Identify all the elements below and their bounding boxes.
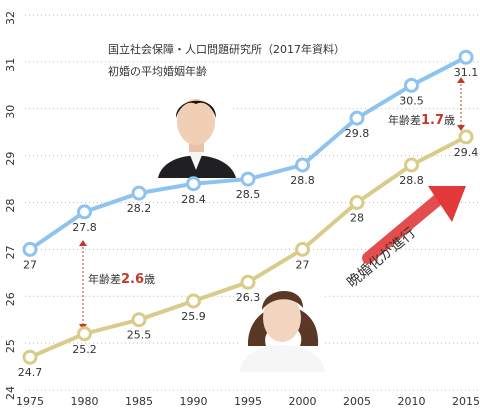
y-tick-label: 31 <box>4 58 17 72</box>
x-tick-label: 1980 <box>71 395 99 408</box>
y-tick-label: 32 <box>4 11 17 25</box>
series-2-data-label: 28 <box>350 212 364 225</box>
series-2-data-label: 26.3 <box>236 291 261 304</box>
series-1-data-label: 27.8 <box>72 221 97 234</box>
x-tick-label: 2015 <box>452 395 480 408</box>
series-2-data-label: 25.2 <box>72 343 97 356</box>
series-1-data-label: 28.8 <box>290 174 315 187</box>
series-1-data-label: 28.5 <box>236 188 261 201</box>
series-1-data-label: 29.8 <box>345 127 370 140</box>
series-2-point <box>240 274 256 290</box>
series-2-data-label: 27 <box>296 258 310 271</box>
chart-title: 国立社会保障・人口問題研究所（2017年資料） <box>108 42 345 56</box>
gap-1980-annotation: 年齢差2.6歳 <box>79 240 155 330</box>
y-tick-label: 24 <box>4 386 17 400</box>
series-1-data-label: 31.1 <box>454 66 479 79</box>
series-1-point <box>77 204 92 220</box>
series-2-data-label: 28.8 <box>399 174 424 187</box>
data-labels: 27 27.8 28.2 28.4 28.5 28.8 29.8 30.5 31.1 24.7 25… <box>18 66 479 379</box>
y-tick-label: 25 <box>4 339 17 353</box>
gap-2015-annotation: 年齢差1.7歳 <box>388 77 465 131</box>
series-2-data-label: 25.5 <box>127 329 152 342</box>
male-photo <box>158 88 236 178</box>
female-photo <box>240 276 325 372</box>
series-2-data-label: 24.7 <box>18 366 43 379</box>
x-tick-label: 2005 <box>343 395 371 408</box>
x-tick-label: 2010 <box>398 395 426 408</box>
x-tick-label: 1985 <box>125 395 153 408</box>
series-2-point <box>22 349 38 365</box>
series-2-point <box>458 129 474 145</box>
series-1-point <box>404 77 419 93</box>
series-1-point <box>295 157 310 173</box>
series-2-data-label: 25.9 <box>181 310 206 323</box>
series-1-data-label: 28.4 <box>181 193 206 206</box>
x-tick-label: 1995 <box>234 395 262 408</box>
series-2-point <box>349 195 365 210</box>
svg-text:年齢差1.7歳: 年齢差1.7歳 <box>388 113 455 128</box>
gap-2015-prefix: 年齢差 <box>388 113 421 127</box>
chart-subtitle: 初婚の平均婚姻年齢 <box>108 64 207 78</box>
series-1-point <box>186 176 201 192</box>
svg-text:年齢差2.6歳: 年齢差2.6歳 <box>88 272 155 287</box>
y-axis-ticks: 24 25 26 27 28 29 30 31 32 <box>4 11 17 400</box>
series-1-data-label: 27 <box>23 258 37 271</box>
y-tick-label: 29 <box>4 152 17 166</box>
series-1-point <box>22 241 38 257</box>
x-tick-label: 1975 <box>16 395 44 408</box>
series-2-point <box>404 157 419 173</box>
gap-1980-suffix: 歳 <box>144 273 155 286</box>
y-tick-label: 27 <box>4 245 17 259</box>
x-tick-label: 2000 <box>289 395 317 408</box>
x-axis-ticks: 1975 1980 1985 1990 1995 2000 2005 2010 2015 <box>16 395 480 408</box>
series-1-point <box>240 171 256 187</box>
series-1-point <box>458 49 474 65</box>
series-1-data-label: 28.2 <box>127 202 152 215</box>
series-2-data-label: 29.4 <box>454 146 479 159</box>
gap-1980-prefix: 年齢差 <box>88 272 121 286</box>
series-2-point <box>186 293 201 309</box>
gap-2015-value: 1.7 <box>421 113 444 128</box>
series-2-point <box>77 326 92 342</box>
y-tick-label: 26 <box>4 292 17 306</box>
x-tick-label: 1990 <box>180 395 208 408</box>
series-1-point <box>131 185 147 201</box>
series-1-point <box>349 110 365 126</box>
y-tick-label: 30 <box>4 105 17 119</box>
series-1-data-label: 30.5 <box>399 94 424 107</box>
trend-label: 晩婚化が進行 <box>344 225 419 291</box>
series-2-point <box>295 241 310 257</box>
series-layer <box>22 49 474 365</box>
series-2-point <box>131 312 147 328</box>
gap-1980-value: 2.6 <box>121 272 144 287</box>
y-tick-label: 28 <box>4 199 17 213</box>
gap-2015-suffix: 歳 <box>444 114 455 127</box>
trend-arrow <box>362 186 466 264</box>
